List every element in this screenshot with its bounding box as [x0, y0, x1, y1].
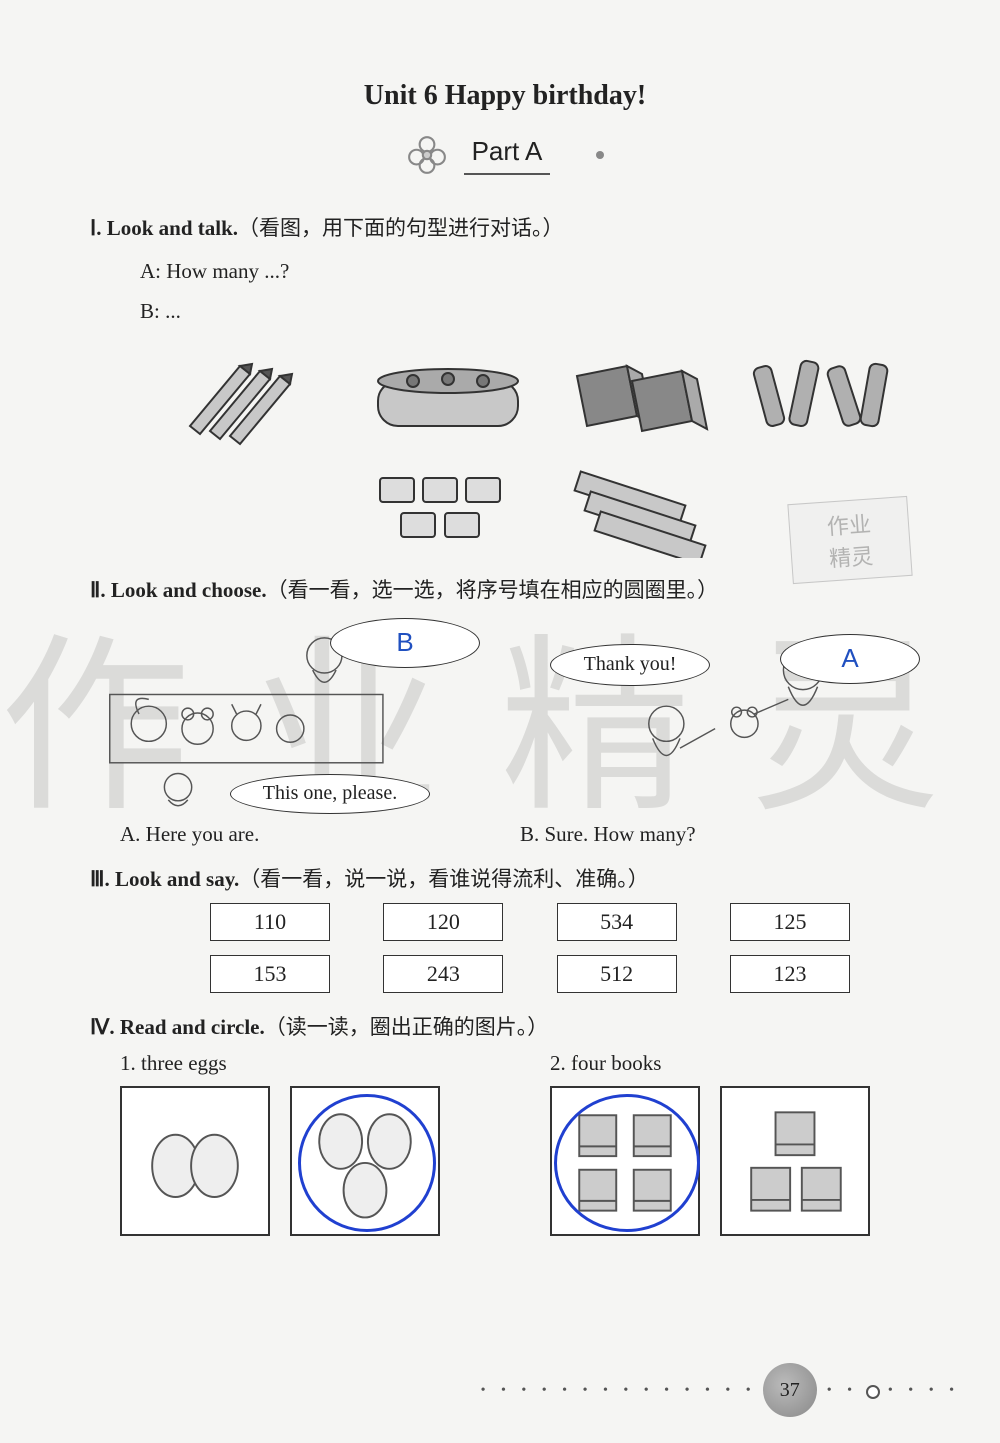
- section1-bold: . Look and talk.: [96, 216, 238, 240]
- section4-bold: . Read and circle.: [109, 1015, 264, 1039]
- num-cell: 110: [210, 903, 330, 941]
- section2-scenes: B This one, please. Thank you!: [100, 614, 920, 814]
- section1-head: Ⅰ. Look and talk.（看图，用下面的句型进行对话。）: [90, 212, 920, 242]
- page-footer: 37: [481, 1363, 960, 1417]
- section3-roman: Ⅲ: [90, 867, 104, 891]
- img-books: [557, 346, 717, 446]
- scene-left-text: This one, please.: [263, 782, 397, 805]
- scene-right-answer-bubble: A: [780, 634, 920, 684]
- section1-cn: （看图，用下面的句型进行对话。）: [238, 216, 564, 240]
- note-watermark: 作业 精灵: [787, 496, 912, 584]
- q1-pic-b: [290, 1086, 440, 1236]
- scene-right-text: Thank you!: [584, 653, 677, 676]
- scene-left-answer-bubble: B: [330, 618, 480, 668]
- section3-bold: . Look and say.: [104, 867, 239, 891]
- dialogue-a: A: How many ...?: [140, 252, 920, 292]
- num-cell: 125: [730, 903, 850, 941]
- section4-roman: Ⅳ: [90, 1015, 109, 1039]
- scene-right-text-bubble: Thank you!: [550, 644, 710, 686]
- page-number: 37: [780, 1379, 800, 1402]
- option-b: B. Sure. How many?: [520, 822, 920, 847]
- q2-pic-b: [720, 1086, 870, 1236]
- section4-body: 1. three eggs 2. four books: [120, 1051, 920, 1236]
- q2: 2. four books: [550, 1051, 920, 1236]
- section2-cn: （看一看，选一选，将序号填在相应的圆圈里。）: [267, 578, 719, 602]
- section4-head: Ⅳ. Read and circle.（读一读，圈出正确的图片。）: [90, 1011, 920, 1041]
- footer-ring-icon: [866, 1385, 880, 1399]
- num-cell: 120: [383, 903, 503, 941]
- q2-label: 2. four books: [550, 1051, 920, 1076]
- part-label: Part A: [464, 136, 551, 175]
- img-pencil-case: [363, 346, 533, 446]
- img-pencils: [180, 346, 340, 446]
- option-a: A. Here you are.: [120, 822, 520, 847]
- q1: 1. three eggs: [120, 1051, 490, 1236]
- note-line1: 作业: [826, 507, 872, 542]
- num-cell: 534: [557, 903, 677, 941]
- section2-options: A. Here you are. B. Sure. How many?: [120, 822, 920, 847]
- num-cell: 512: [557, 955, 677, 993]
- footer-dots-left: [481, 1381, 763, 1399]
- section2-roman: Ⅱ: [90, 578, 100, 602]
- q1-pic-a: [120, 1086, 270, 1236]
- section4-cn: （读一读，圈出正确的图片。）: [265, 1015, 549, 1039]
- part-row: Part A: [90, 134, 920, 176]
- section3-head: Ⅲ. Look and say.（看一看，说一说，看谁说得流利、准确。）: [90, 863, 920, 893]
- img-erasers: [355, 458, 515, 558]
- dot-icon: [596, 151, 604, 159]
- page-number-badge: 37: [763, 1363, 817, 1417]
- q1-label: 1. three eggs: [120, 1051, 490, 1076]
- number-grid: 110 120 534 125 153 243 512 123: [210, 903, 850, 993]
- dialogue-b: B: ...: [140, 292, 920, 332]
- flower-icon: [406, 134, 448, 176]
- section2-bold: . Look and choose.: [100, 578, 266, 602]
- img-rulers: [555, 458, 725, 558]
- num-cell: 123: [730, 955, 850, 993]
- section3-cn: （看一看，说一说，看谁说得流利、准确。）: [239, 867, 649, 891]
- scene-left-answer: B: [396, 627, 413, 658]
- footer-dots-right: [817, 1381, 960, 1399]
- scene-left-text-bubble: This one, please.: [230, 774, 430, 814]
- note-line2: 精灵: [828, 538, 874, 573]
- q2-pic-a: [550, 1086, 700, 1236]
- scene-right-answer: A: [841, 643, 858, 674]
- scene-left: B This one, please.: [100, 614, 500, 814]
- num-cell: 153: [210, 955, 330, 993]
- num-cell: 243: [383, 955, 503, 993]
- img-markers: [740, 346, 900, 446]
- unit-title: Unit 6 Happy birthday!: [90, 80, 920, 112]
- scene-right: Thank you! A: [520, 614, 920, 814]
